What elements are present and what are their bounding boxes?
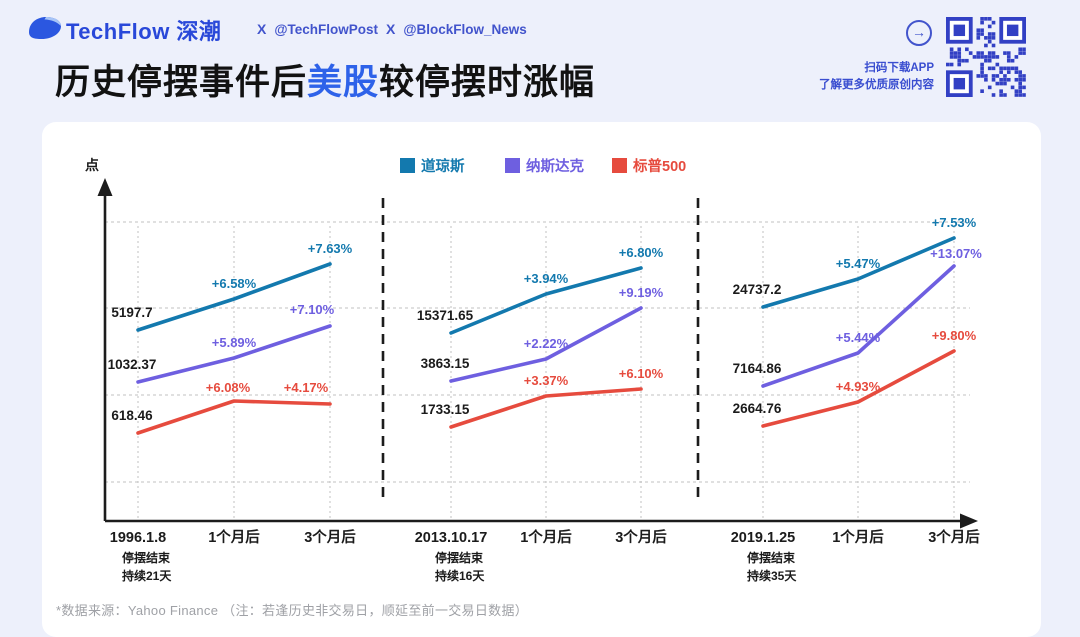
- start-value-label-道琼斯-2013.10.17: 15371.65: [417, 308, 474, 323]
- pct-label-纳斯达克-1996.1.8-2m: +7.10%: [290, 302, 335, 317]
- series-line-标普500-2013.10.17: [449, 387, 643, 429]
- legend-label-纳斯达克: 纳斯达克: [526, 157, 584, 175]
- x-tick-label: 1个月后: [520, 529, 572, 546]
- arrow-circle-icon: [906, 20, 932, 46]
- start-value-label-纳斯达克-2013.10.17: 3863.15: [421, 356, 470, 371]
- pct-label-标普500-2013.10.17-2m: +6.10%: [619, 366, 664, 381]
- x-tick-label: 3个月后: [928, 529, 980, 546]
- y-axis-unit-label: 点: [85, 157, 99, 173]
- shutdown-note-1996.1.8-2: 持续21天: [122, 568, 172, 583]
- pct-label-纳斯达克-2019.1.25-1m: +5.44%: [836, 330, 881, 345]
- pct-label-纳斯达克-2013.10.17-1m: +2.22%: [524, 336, 569, 351]
- x-logo-icon: X: [386, 21, 396, 37]
- legend-swatch-道琼斯: [400, 158, 415, 173]
- x-tick-label: 1个月后: [208, 529, 260, 546]
- pct-label-标普500-1996.1.8-1m: +6.08%: [206, 380, 251, 395]
- x-tick-label: 1996.1.8: [110, 530, 166, 546]
- x-tick-label: 3个月后: [615, 529, 667, 546]
- pct-label-道琼斯-1996.1.8-1m: +6.58%: [212, 276, 257, 291]
- legend-label-标普500: 标普500: [632, 157, 686, 175]
- title-prefix: 历史停摆事件后: [55, 63, 308, 102]
- pct-label-纳斯达克-2019.1.25-2m: +13.07%: [930, 246, 982, 261]
- pct-label-道琼斯-2013.10.17-2m: +6.80%: [619, 245, 664, 260]
- start-value-label-标普500-2013.10.17: 1733.15: [421, 402, 470, 417]
- series-line-纳斯达克-2019.1.25: [761, 264, 956, 388]
- series-line-纳斯达克-2013.10.17: [449, 306, 643, 383]
- start-value-label-纳斯达克-1996.1.8: 1032.37: [108, 357, 157, 372]
- series-line-道琼斯-1996.1.8: [136, 262, 332, 332]
- start-value-label-标普500-1996.1.8: 618.46: [111, 408, 153, 423]
- chart-card: 点 道琼斯 纳斯达克 标普500 5197.7 +6.58% +7.63% 1032.37 +5…: [42, 122, 1041, 637]
- qr-caption-line2: 了解更多优质原创内容: [819, 79, 934, 91]
- shutdown-note-2013.10.17-1: 停摆结束: [435, 550, 484, 565]
- x-tick-label: 2013.10.17: [415, 530, 488, 546]
- shutdown-note-2013.10.17-2: 持续16天: [435, 568, 485, 583]
- pct-label-道琼斯-2019.1.25-1m: +5.47%: [836, 256, 881, 271]
- pct-label-标普500-1996.1.8-2m: +4.17%: [284, 380, 329, 395]
- qr-code: [946, 17, 1026, 97]
- pct-label-道琼斯-2013.10.17-1m: +3.94%: [524, 271, 569, 286]
- x-tick-label: 1个月后: [832, 529, 884, 546]
- pct-label-标普500-2019.1.25-2m: +9.80%: [932, 328, 977, 343]
- qr-caption-line1: 扫码下载APP: [864, 62, 934, 74]
- shutdown-note-2019.1.25-2: 持续35天: [747, 568, 797, 583]
- pct-label-纳斯达克-1996.1.8-1m: +5.89%: [212, 335, 257, 350]
- brand-name: TechFlow 深潮: [66, 19, 222, 44]
- shutdown-note-2019.1.25-1: 停摆结束: [747, 550, 796, 565]
- x-handle-blockflownews-text: @BlockFlow_News: [403, 22, 527, 37]
- series-line-标普500-2019.1.25: [761, 349, 956, 428]
- series-line-道琼斯-2019.1.25: [761, 236, 956, 309]
- pct-label-纳斯达克-2013.10.17-2m: +9.19%: [619, 285, 664, 300]
- x-handle-blockflownews: X @BlockFlow_News: [386, 21, 527, 37]
- legend-label-道琼斯: 道琼斯: [421, 157, 465, 175]
- start-value-label-标普500-2019.1.25: 2664.76: [733, 401, 782, 416]
- series-line-道琼斯-2013.10.17: [449, 266, 643, 335]
- title-highlight: 美股: [307, 63, 380, 102]
- series-line-标普500-1996.1.8: [136, 399, 332, 435]
- x-axis-arrowhead-icon: [960, 513, 978, 529]
- start-value-label-道琼斯-2019.1.25: 24737.2: [733, 282, 782, 297]
- x-handle-techflowpost-text: @TechFlowPost: [274, 22, 379, 37]
- y-axis-arrowhead-icon: [97, 178, 113, 196]
- pct-label-标普500-2013.10.17-1m: +3.37%: [524, 373, 569, 388]
- x-tick-label: 3个月后: [304, 529, 356, 546]
- data-source-footnote: *数据来源：Yahoo Finance （注：若逢历史非交易日，顺延至前一交易日…: [56, 603, 529, 618]
- start-value-label-道琼斯-1996.1.8: 5197.7: [111, 305, 152, 320]
- pct-label-标普500-2019.1.25-1m: +4.93%: [836, 379, 881, 394]
- brand-logo-icon: [29, 17, 61, 39]
- page-title: 历史停摆事件后美股较停摆时涨幅: [55, 54, 595, 105]
- title-suffix: 较停摆时涨幅: [379, 63, 596, 102]
- series-line-纳斯达克-1996.1.8: [136, 324, 332, 384]
- x-handle-techflowpost: X @TechFlowPost: [257, 21, 378, 37]
- pct-label-道琼斯-1996.1.8-2m: +7.63%: [308, 241, 353, 256]
- pct-label-道琼斯-2019.1.25-2m: +7.53%: [932, 215, 977, 230]
- shutdown-gains-line-chart: 点 道琼斯 纳斯达克 标普500 5197.7 +6.58% +7.63% 1032.37 +5…: [85, 157, 982, 583]
- start-value-label-纳斯达克-2019.1.25: 7164.86: [733, 361, 782, 376]
- legend-swatch-标普500: [612, 158, 627, 173]
- qr-captions: 扫码下载APP 了解更多优质原创内容: [819, 60, 934, 94]
- shutdown-note-1996.1.8-1: 停摆结束: [122, 550, 171, 565]
- legend-swatch-纳斯达克: [505, 158, 520, 173]
- x-logo-icon: X: [257, 21, 267, 37]
- x-tick-label: 2019.1.25: [731, 530, 796, 546]
